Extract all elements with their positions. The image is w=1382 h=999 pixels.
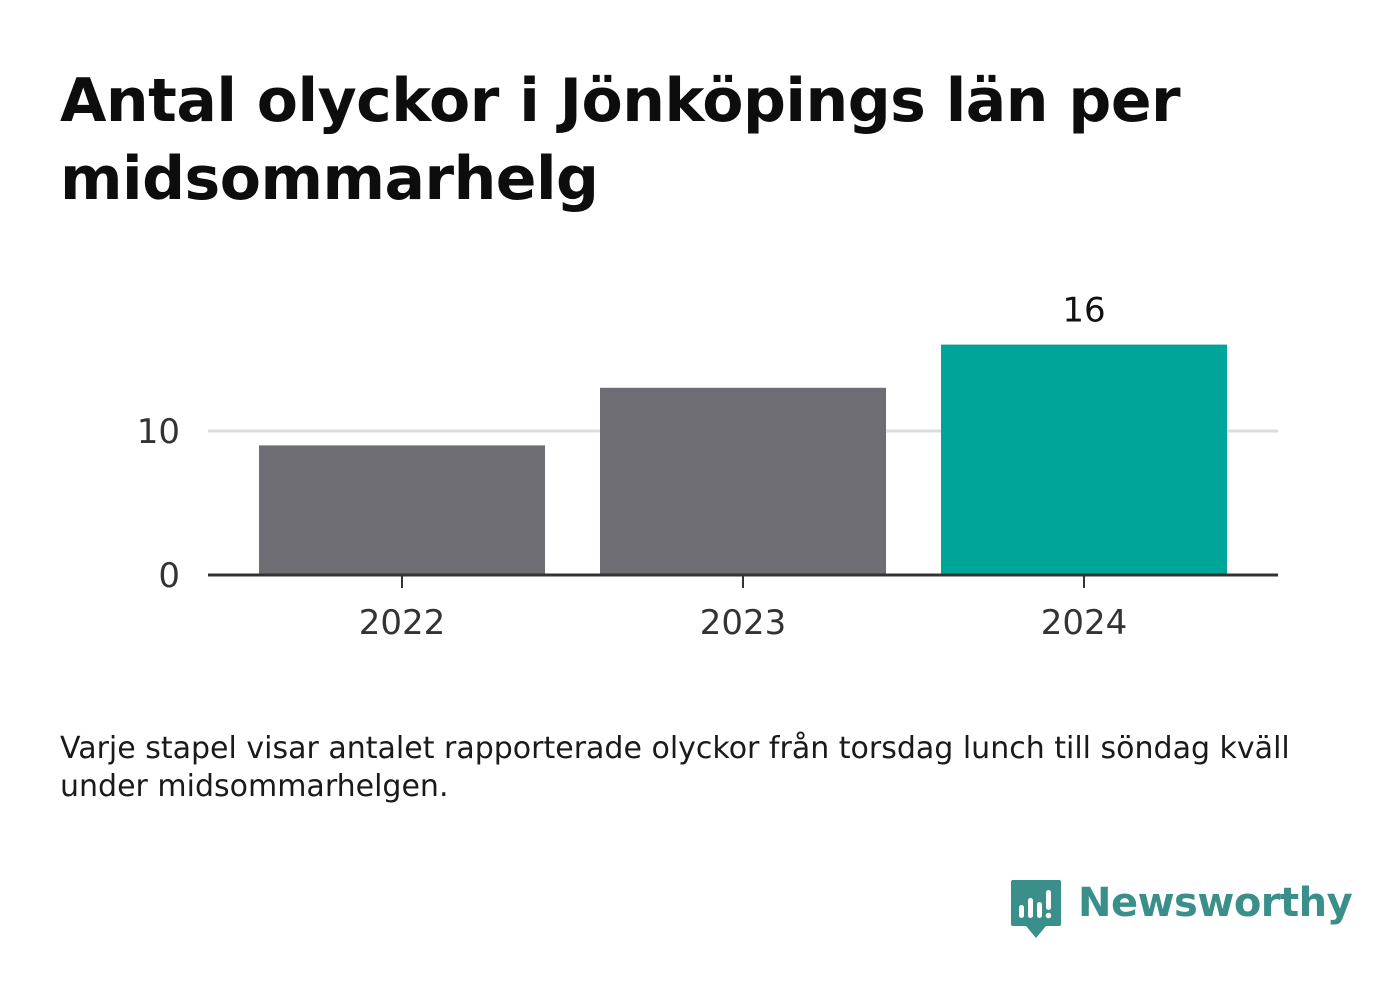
bar-2022 bbox=[259, 445, 545, 575]
data-label-2024: 16 bbox=[1062, 291, 1105, 331]
brand-name: Newsworthy bbox=[1078, 880, 1353, 926]
y-tick-label-0: 0 bbox=[158, 556, 180, 596]
x-tick-label-2023: 2023 bbox=[700, 603, 787, 643]
bar-2023 bbox=[600, 387, 886, 575]
bars bbox=[259, 344, 1227, 575]
chart-caption: Varje stapel visar antalet rapporterade … bbox=[60, 731, 1290, 804]
chart-title: Antal olyckor i Jönköpings län per midso… bbox=[60, 66, 1181, 214]
x-tick-label-2022: 2022 bbox=[359, 603, 446, 643]
newsworthy-brand: Newsworthy bbox=[1010, 878, 1353, 942]
axes bbox=[208, 573, 1278, 588]
bar-chart: 2022 2023 2024 0 10 16 bbox=[137, 291, 1278, 643]
x-tick-label-2024: 2024 bbox=[1041, 603, 1128, 643]
y-tick-label-10: 10 bbox=[137, 412, 180, 452]
newsworthy-logo-icon bbox=[1011, 880, 1061, 938]
labels: 2022 2023 2024 0 10 16 bbox=[137, 291, 1128, 643]
bar-2024 bbox=[941, 344, 1227, 575]
